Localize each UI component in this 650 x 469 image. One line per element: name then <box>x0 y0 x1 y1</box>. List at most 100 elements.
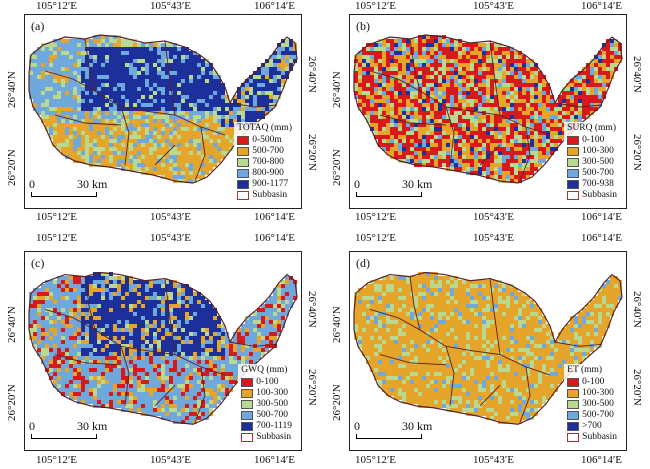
scale-zero: 0 <box>354 419 360 433</box>
legend-swatch <box>241 411 254 420</box>
map-panel-d: 105°12′E 105°43′E 106°14′E 105°12′E 105°… <box>325 232 650 469</box>
panel-label: (c) <box>31 256 45 270</box>
subbasin-boundary <box>120 106 130 166</box>
subbasin-boundary <box>409 276 421 331</box>
subbasin-boundary <box>154 144 176 166</box>
legend-swatch <box>567 147 580 156</box>
x-tick-bottom: 106°14′E <box>581 211 623 223</box>
subbasin-boundary <box>469 110 551 136</box>
legend-label: 500-700 <box>582 168 614 178</box>
legend-label: 300-500 <box>256 399 288 409</box>
legend-item: 500-700 <box>237 146 292 157</box>
legend: SURQ (mm) 0-100 100-300 300-500 500-700 … <box>564 122 620 202</box>
subbasin-boundary <box>379 114 447 126</box>
scale-bar: 0 30 km <box>29 177 107 200</box>
map-frame: (a) 0 30 km TOTAQ (mm) 0-500m 500-700 70… <box>24 14 302 209</box>
legend-title: GWQ (mm) <box>241 365 288 375</box>
legend-swatch <box>237 136 250 145</box>
scale-line <box>356 192 422 197</box>
legend-item: 0-100 <box>567 135 617 146</box>
panel-label: (b) <box>356 19 370 33</box>
panel-label: (d) <box>356 256 370 270</box>
x-tick-bottom: 106°14′E <box>581 454 623 466</box>
y-tick-right: 26°40′N <box>631 56 643 93</box>
x-tick-top: 106°14′E <box>254 232 296 244</box>
legend-item: 300-500 <box>567 157 617 168</box>
legend-title: TOTAQ (mm) <box>237 123 292 133</box>
subbasin-boundary <box>369 309 471 351</box>
legend-swatch <box>241 389 254 398</box>
watershed-map <box>28 271 298 425</box>
legend-swatch <box>241 400 254 409</box>
subbasin-boundary <box>409 38 421 92</box>
legend-label: 100-300 <box>256 388 288 398</box>
x-tick-top: 106°14′E <box>581 232 623 244</box>
legend-item: 100-300 <box>241 388 292 399</box>
legend-item: 900-1177 <box>237 179 292 190</box>
scale-zero: 0 <box>29 177 35 191</box>
basin-outline <box>353 34 623 184</box>
x-tick-bottom: 106°14′E <box>254 454 296 466</box>
legend-label: Subbasin <box>252 190 288 200</box>
subbasin-boundary <box>554 102 603 108</box>
legend-label: 100-300 <box>582 146 614 156</box>
subbasin-boundary <box>479 144 501 166</box>
watershed-map <box>353 34 623 184</box>
legend-title: SURQ (mm) <box>567 123 616 133</box>
x-tick-bottom: 105°12′E <box>36 211 78 223</box>
subbasin-boundary <box>489 278 501 355</box>
x-tick-bottom: 105°12′E <box>355 211 397 223</box>
x-tick-top: 105°12′E <box>36 232 78 244</box>
legend-item: 500-700 <box>241 410 292 421</box>
legend-label: 500-700 <box>256 410 288 420</box>
subbasin-swatch <box>241 433 254 442</box>
y-tick-right: 26°20′N <box>631 369 643 406</box>
subbasin-boundary <box>154 385 176 407</box>
legend-item: 800-900 <box>237 168 292 179</box>
legend-item: 300-500 <box>567 399 617 410</box>
x-tick-top: 105°43′E <box>473 0 515 12</box>
basin-outline <box>353 271 623 425</box>
legend-label: 0-100 <box>256 377 279 387</box>
x-tick-top: 106°14′E <box>254 0 296 12</box>
scale-distance: 30 km <box>402 177 433 191</box>
subbasin-boundary <box>144 350 226 376</box>
legend-label: Subbasin <box>256 432 292 442</box>
raster-cells <box>354 35 622 183</box>
x-tick-top: 105°12′E <box>355 0 397 12</box>
x-tick-top: 105°43′E <box>473 232 515 244</box>
legend-swatch <box>237 147 250 156</box>
raster-cells <box>29 35 297 183</box>
legend-label: 100-300 <box>582 388 614 398</box>
legend-swatch <box>567 136 580 145</box>
legend-swatch <box>567 378 580 387</box>
legend-label: 800-900 <box>252 168 284 178</box>
y-tick-left: 26°40′N <box>331 306 343 343</box>
subbasin-boundary <box>445 106 455 166</box>
subbasin-swatch <box>567 191 580 200</box>
legend-item: Subbasin <box>567 190 617 201</box>
legend-label: Subbasin <box>582 432 617 442</box>
legend-title: ET (mm) <box>567 365 603 375</box>
legend: TOTAQ (mm) 0-500m 500-700 700-800 800-90… <box>234 122 295 202</box>
subbasin-boundary <box>164 40 176 116</box>
x-tick-bottom: 106°14′E <box>254 211 296 223</box>
legend-item: 100-300 <box>567 388 617 399</box>
y-tick-right: 26°40′N <box>306 56 318 93</box>
scale-zero: 0 <box>354 177 360 191</box>
x-tick-top: 106°14′E <box>581 0 623 12</box>
legend-swatch <box>241 422 254 431</box>
legend-item: 0-500m <box>237 135 292 146</box>
x-tick-bottom: 105°12′E <box>36 454 78 466</box>
legend-label: 500-700 <box>252 146 284 156</box>
legend-swatch <box>567 422 580 431</box>
subbasin-boundary <box>479 385 501 407</box>
legend-item: 700-800 <box>237 157 292 168</box>
legend-label: Subbasin <box>582 190 617 200</box>
x-tick-bottom: 105°43′E <box>473 211 515 223</box>
y-tick-left: 26°20′N <box>6 384 18 421</box>
legend-label: 0-100 <box>582 135 605 145</box>
legend-label: 300-500 <box>582 399 614 409</box>
legend-item: 300-500 <box>241 399 292 410</box>
scale-bar: 0 30 km <box>354 177 432 200</box>
